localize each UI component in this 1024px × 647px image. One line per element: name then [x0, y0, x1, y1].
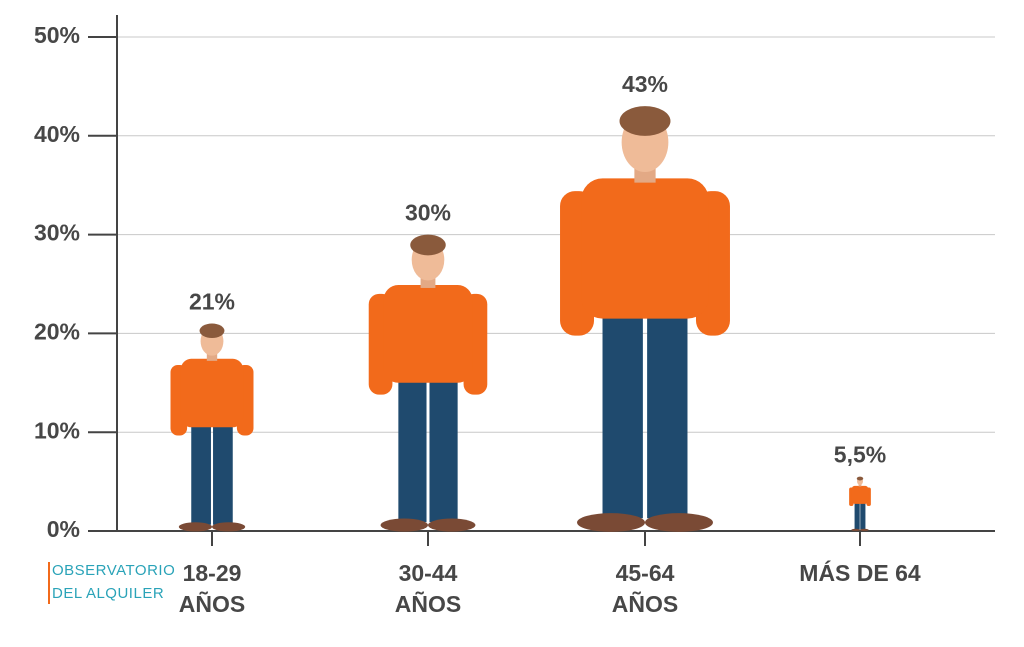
leg	[398, 370, 427, 523]
x-tick-label: 18-29	[183, 560, 242, 586]
logo-line: OBSERVATORIO	[52, 562, 175, 579]
leg	[860, 501, 866, 530]
shoe	[178, 522, 212, 532]
torso	[581, 178, 709, 319]
hair	[410, 234, 446, 256]
y-tick-label: 50%	[34, 22, 80, 48]
y-tick-label: 40%	[34, 121, 80, 147]
y-tick-label: 20%	[34, 318, 80, 344]
leg	[854, 501, 860, 530]
leg	[429, 370, 458, 523]
x-tick-label: AÑOS	[179, 590, 245, 617]
shoe	[577, 513, 645, 532]
leg	[213, 418, 233, 525]
y-tick-label: 10%	[34, 417, 80, 443]
leg	[602, 301, 643, 519]
shoe	[645, 513, 713, 532]
y-tick-label: 30%	[34, 220, 80, 246]
torso	[180, 358, 244, 428]
x-tick-label: MÁS DE 64	[799, 559, 921, 586]
torso	[851, 485, 869, 504]
shoe	[851, 528, 860, 532]
shoe	[212, 522, 246, 532]
shoe	[428, 518, 476, 532]
shoe	[380, 518, 428, 532]
person-figure	[170, 323, 254, 532]
logo-bar	[48, 562, 50, 604]
shoe	[860, 528, 869, 532]
logo-line: DEL ALQUILER	[52, 585, 164, 602]
value-label: 30%	[405, 200, 451, 226]
neck	[420, 276, 436, 288]
hair	[199, 323, 225, 339]
neck	[858, 484, 862, 487]
x-tick-label: AÑOS	[395, 590, 461, 617]
hair	[619, 106, 671, 136]
hair	[856, 476, 864, 481]
person-figure	[560, 106, 730, 532]
leg	[191, 418, 211, 525]
value-label: 21%	[189, 289, 235, 315]
y-tick-label: 0%	[47, 516, 80, 542]
x-tick-label: 30-44	[399, 560, 458, 586]
x-tick-label: 45-64	[616, 560, 675, 586]
value-label: 43%	[622, 71, 668, 97]
x-tick-label: AÑOS	[612, 590, 678, 617]
leg	[647, 301, 688, 519]
person-figure	[368, 234, 488, 532]
value-label: 5,5%	[834, 442, 886, 468]
torso	[383, 284, 473, 383]
person-figure	[849, 476, 871, 532]
neck	[206, 352, 218, 361]
